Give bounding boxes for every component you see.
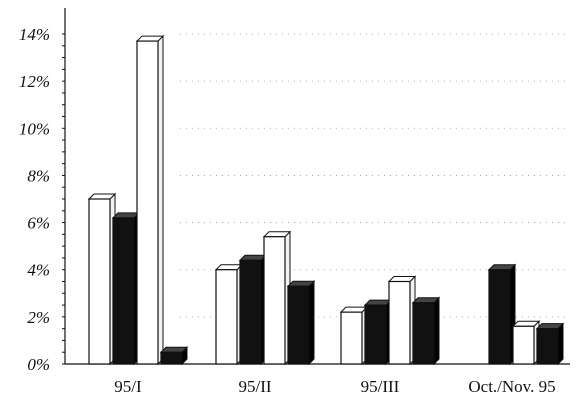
bar-front — [263, 236, 286, 365]
y-tick-labels: 0% 2% 4% 6% 8% 10% 12% 14% — [19, 25, 50, 374]
bar — [411, 296, 441, 366]
bar-front — [388, 280, 411, 365]
bar-top — [339, 306, 369, 313]
bar-top — [135, 35, 165, 42]
x-category-label: 95/II — [238, 377, 271, 396]
bar-side — [308, 280, 315, 366]
bar — [339, 305, 369, 366]
bar — [262, 230, 292, 366]
y-tick-label: 14% — [19, 25, 50, 44]
bar-top — [286, 280, 316, 287]
bar — [535, 322, 565, 366]
bar-front — [412, 302, 435, 365]
bar-front — [136, 40, 159, 365]
bar-top — [411, 297, 441, 304]
bar — [214, 263, 244, 366]
bar-front — [340, 311, 363, 365]
bar — [363, 298, 393, 366]
bar-top — [387, 276, 417, 282]
bar-side — [157, 34, 164, 366]
bar-front — [239, 259, 262, 365]
y-tick-label: 0% — [27, 355, 50, 374]
x-category-label: Oct./Nov. 95 — [468, 377, 555, 396]
bar — [87, 192, 117, 366]
y-tick-label: 6% — [27, 214, 50, 233]
bar-top — [159, 346, 189, 353]
bar — [487, 263, 517, 366]
bar-front — [160, 351, 183, 365]
bar-front — [112, 217, 135, 365]
bar — [111, 211, 141, 366]
bar-top — [511, 320, 541, 327]
bar-top — [363, 299, 393, 306]
y-tick-label: 2% — [27, 308, 50, 327]
bars — [87, 34, 565, 366]
bar-top — [535, 323, 565, 330]
bar-side — [433, 296, 440, 366]
y-tick-label: 10% — [19, 119, 50, 138]
bar-side — [557, 322, 564, 366]
y-tick-label: 4% — [27, 261, 50, 280]
bar-top — [111, 212, 141, 219]
bar — [511, 320, 541, 366]
bar-front — [364, 304, 387, 365]
bar-top — [262, 231, 292, 238]
bar-top — [487, 264, 517, 271]
bar-top — [87, 193, 117, 200]
bar — [238, 254, 268, 366]
x-category-labels: 95/I 95/II 95/III Oct./Nov. 95 — [114, 377, 555, 396]
bar-front — [536, 328, 559, 365]
x-category-label: 95/III — [361, 377, 400, 396]
bar — [159, 346, 189, 366]
y-tick-label: 12% — [19, 72, 50, 91]
bar-front — [512, 325, 535, 365]
bar — [387, 275, 417, 366]
bar-front — [215, 269, 238, 365]
bar-front — [488, 269, 511, 365]
bar-front — [287, 285, 310, 365]
bar-front — [88, 198, 111, 365]
bar-top — [214, 264, 244, 271]
y-tick-label: 8% — [27, 166, 50, 185]
x-category-label: 95/I — [114, 377, 142, 396]
bar — [135, 34, 165, 366]
bar-top — [238, 254, 268, 261]
bar — [286, 280, 316, 366]
